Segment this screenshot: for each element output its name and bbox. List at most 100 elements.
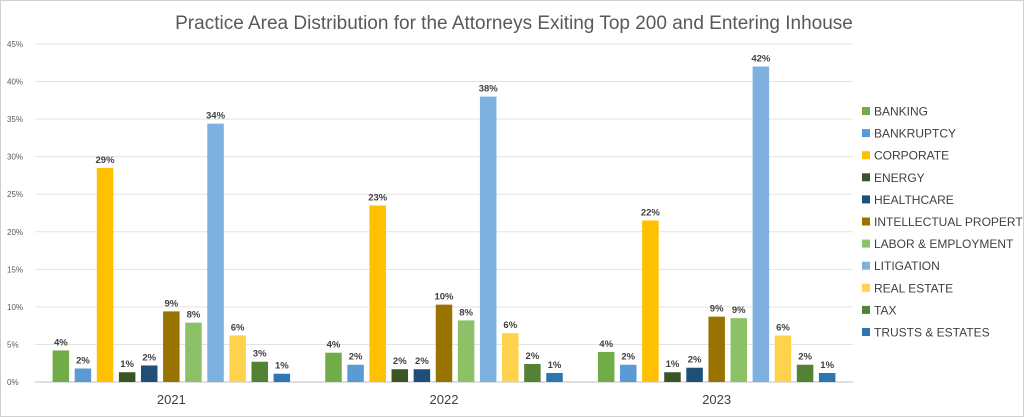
bar — [391, 369, 409, 382]
data-label: 6% — [231, 322, 245, 333]
y-tick-label: 10% — [7, 303, 23, 312]
bar — [546, 372, 563, 382]
y-tick-label: 5% — [7, 340, 19, 349]
y-tick-label: 30% — [7, 153, 23, 162]
bar — [118, 372, 136, 382]
data-label: 9% — [710, 304, 724, 315]
bar — [752, 66, 770, 383]
data-label: 8% — [459, 307, 473, 318]
data-label: 2% — [393, 356, 407, 367]
x-category-label: 2023 — [702, 392, 731, 407]
data-label: 9% — [732, 305, 746, 316]
bar — [251, 361, 268, 382]
data-label: 1% — [548, 360, 562, 371]
data-label: 8% — [187, 310, 201, 321]
bar — [730, 318, 748, 382]
bar — [413, 369, 431, 382]
legend-label: LABOR & EMPLOYMENT — [874, 237, 1014, 251]
data-label: 1% — [820, 360, 834, 371]
bar — [796, 364, 814, 382]
data-label: 38% — [479, 84, 499, 95]
data-label: 4% — [54, 337, 68, 348]
data-label: 1% — [275, 361, 289, 372]
bar — [774, 335, 792, 382]
data-label: 1% — [120, 359, 134, 370]
data-label: 4% — [599, 339, 613, 350]
y-tick-label: 25% — [7, 190, 23, 199]
data-label: 2% — [349, 352, 363, 363]
legend-swatch — [862, 283, 870, 292]
data-label: 2% — [688, 355, 702, 366]
legend-label: CORPORATE — [874, 149, 949, 163]
data-label: 2% — [76, 355, 90, 366]
bar — [818, 372, 836, 382]
legend-label: BANKRUPTCY — [874, 127, 956, 141]
legend-label: INTELLECTUAL PROPERTY — [874, 215, 1023, 229]
legend-swatch — [862, 107, 870, 115]
bar — [207, 123, 224, 383]
y-tick-label: 35% — [7, 115, 23, 124]
bar — [435, 304, 453, 382]
legend-swatch — [862, 129, 870, 138]
data-label: 3% — [253, 349, 267, 360]
data-label: 2% — [621, 352, 635, 363]
y-tick-label: 20% — [7, 228, 23, 237]
y-tick-label: 15% — [7, 265, 23, 274]
x-category-label: 2022 — [430, 392, 459, 407]
data-labels: 4% 2% 29% 1% 2% 9% 8% 34% 6% 3% 1% 4% 2% 23% 2% 2% 10% 8%… — [54, 54, 835, 372]
bar — [597, 351, 615, 382]
data-label: 4% — [327, 340, 341, 351]
bar — [502, 333, 519, 382]
legend-swatch — [862, 217, 870, 226]
bar — [479, 96, 497, 383]
data-label: 9% — [164, 298, 178, 309]
bar — [325, 352, 342, 382]
bar — [642, 220, 659, 382]
legend-swatch — [862, 239, 870, 248]
data-label: 34% — [206, 111, 226, 122]
bar — [347, 364, 364, 382]
data-label: 29% — [96, 155, 116, 166]
data-label: 6% — [776, 322, 790, 333]
bar — [140, 365, 158, 382]
bar — [273, 373, 291, 382]
legend-swatch — [862, 173, 870, 182]
legend-swatch — [862, 261, 870, 270]
y-tick-label: 40% — [7, 78, 23, 87]
legend-label: REAL ESTATE — [874, 281, 953, 295]
x-category-label: 2021 — [157, 392, 186, 407]
legend-label: HEALTHCARE — [874, 193, 954, 207]
data-label: 1% — [666, 359, 680, 370]
data-label: 2% — [142, 352, 156, 363]
bar — [74, 368, 92, 382]
legend-swatch — [862, 151, 870, 160]
data-label: 2% — [798, 352, 812, 363]
data-label: 6% — [503, 320, 517, 331]
legend-label: ENERGY — [874, 171, 925, 185]
bars — [52, 66, 836, 383]
bar — [620, 364, 637, 382]
data-label: 2% — [415, 356, 429, 367]
data-label: 23% — [368, 192, 388, 203]
bar — [163, 311, 180, 382]
legend-label: LITIGATION — [874, 259, 940, 273]
legend-label: BANKING — [874, 105, 928, 119]
bar — [52, 350, 70, 382]
x-axis-categories: 2021 2022 2023 — [157, 392, 731, 407]
data-label: 2% — [526, 351, 540, 362]
bar — [664, 372, 681, 382]
legend-swatch — [862, 195, 870, 204]
data-label: 10% — [434, 292, 454, 303]
bar — [457, 320, 475, 382]
bar — [229, 335, 246, 382]
y-tick-label: 0% — [7, 378, 19, 387]
legend-swatch — [862, 328, 870, 336]
data-label: 42% — [751, 54, 771, 65]
chart-title: Practice Area Distribution for the Attor… — [175, 13, 853, 34]
legend-label: TRUSTS & ESTATES — [874, 326, 990, 340]
legend-label: TAX — [874, 303, 896, 317]
legend-swatch — [862, 305, 870, 314]
data-label: 22% — [641, 208, 661, 219]
